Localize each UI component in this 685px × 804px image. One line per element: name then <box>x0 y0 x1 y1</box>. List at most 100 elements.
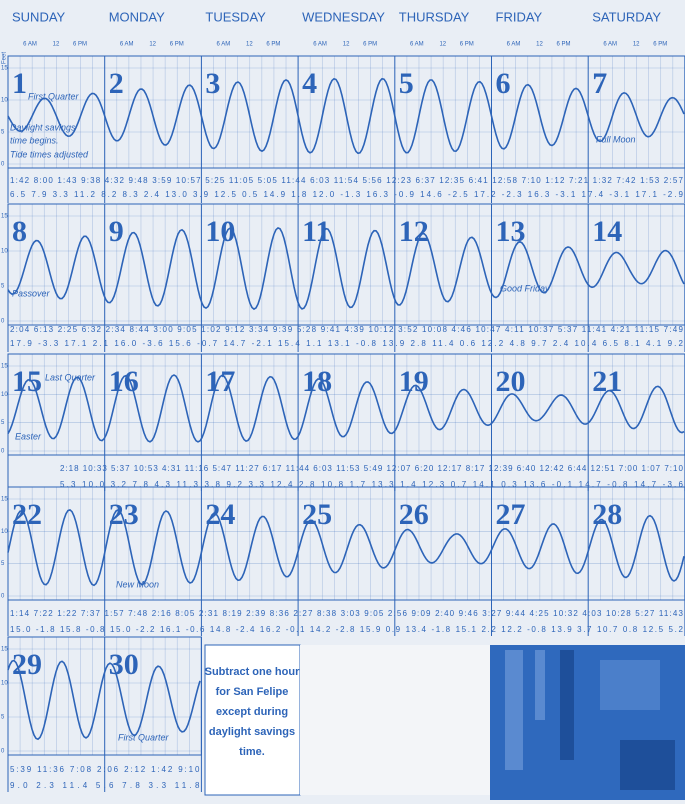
day-number: 6 <box>496 67 511 100</box>
day-number: 26 <box>399 498 429 531</box>
scale-label: 15 <box>1 214 8 220</box>
scale-label: 5 <box>1 130 5 136</box>
annotation: Last Quarter <box>45 372 96 382</box>
photo <box>490 645 685 800</box>
hour-label: 6 PM <box>653 42 667 48</box>
day-number: 20 <box>496 365 526 398</box>
tide-heights: 5.3 10.0 3.2 7.8 4.3 11.3 3.8 9.2 3.3 12… <box>60 480 683 489</box>
scale-label: 5 <box>1 420 5 426</box>
day-number: 2 <box>109 67 124 100</box>
day-number: 1 <box>12 67 27 100</box>
weekday-header: FRIDAY <box>496 9 543 24</box>
feet-label: Feet <box>2 52 8 64</box>
scale-label: 0 <box>1 449 5 455</box>
day-number: 14 <box>592 215 622 248</box>
day-number: 27 <box>496 498 526 531</box>
hour-label: 6 PM <box>556 42 570 48</box>
annotation: New Moon <box>116 579 159 589</box>
hour-label: 12 <box>246 42 253 48</box>
day-number: 21 <box>592 365 622 398</box>
weekday-header: SUNDAY <box>12 9 66 24</box>
scale-label: 10 <box>1 681 8 687</box>
note-text: daylight savings <box>209 726 295 738</box>
annotation: First Quarter <box>28 91 80 101</box>
day-number: 28 <box>592 498 622 531</box>
scale-label: 10 <box>1 529 8 535</box>
weekday-header: SATURDAY <box>592 9 661 24</box>
day-number: 15 <box>12 365 42 398</box>
day-number: 12 <box>399 215 429 248</box>
note-text: for San Felipe <box>216 686 289 698</box>
day-number: 13 <box>496 215 526 248</box>
day-number: 10 <box>205 215 235 248</box>
annotation: Easter <box>15 431 42 441</box>
annotation: time begins. <box>10 135 59 145</box>
hour-label: 6 AM <box>23 42 37 48</box>
annotation: First Quarter <box>118 732 170 742</box>
day-number: 25 <box>302 498 332 531</box>
tide-heights: 17.9 -3.3 17.1 2.1 16.0 -3.6 15.6 -0.7 1… <box>10 339 683 348</box>
hour-label: 12 <box>536 42 543 48</box>
hour-label: 6 AM <box>217 42 231 48</box>
scale-label: 5 <box>1 284 5 290</box>
tide-times: 1:14 7:22 1:22 7:37 1:57 7:48 2:16 8:05 … <box>10 609 683 618</box>
day-number: 7 <box>592 67 607 100</box>
tide-curve <box>7 659 201 741</box>
day-number: 24 <box>205 498 235 531</box>
scale-label: 10 <box>1 392 8 398</box>
hour-label: 12 <box>633 42 640 48</box>
day-number: 16 <box>109 365 139 398</box>
scale-label: 10 <box>1 98 8 104</box>
weekday-header: THURSDAY <box>399 9 470 24</box>
hour-label: 6 AM <box>603 42 617 48</box>
day-number: 5 <box>399 67 414 100</box>
scale-label: 5 <box>1 715 5 721</box>
day-number: 22 <box>12 498 42 531</box>
day-number: 18 <box>302 365 332 398</box>
day-number: 29 <box>12 648 42 681</box>
hour-label: 6 PM <box>266 42 280 48</box>
day-number: 11 <box>302 215 330 248</box>
annotation: Passover <box>12 288 51 298</box>
day-number: 4 <box>302 67 317 100</box>
tide-heights: 15.0 -1.8 15.8 -0.8 15.0 -2.2 16.1 -0.6 … <box>10 625 683 634</box>
hour-label: 6 AM <box>410 42 424 48</box>
note-text: Subtract one hour <box>205 666 300 678</box>
tide-times: 2:18 10:33 5:37 10:53 4:31 11:16 5:47 11… <box>60 464 683 473</box>
hour-label: 6 AM <box>507 42 521 48</box>
tide-heights: 9.0 2.3 11.4 5.6 7.8 3.3 11.8 <box>10 781 200 790</box>
annotation: Daylight savings <box>10 122 76 132</box>
scale-label: 15 <box>1 647 8 653</box>
hour-label: 6 PM <box>170 42 184 48</box>
tide-times: 5:39 11:36 7:08 2:06 2:12 1:42 9:10 <box>10 765 200 774</box>
day-number: 30 <box>109 648 139 681</box>
hour-label: 6 AM <box>120 42 134 48</box>
note-text: except during <box>216 706 288 718</box>
hour-label: 6 PM <box>363 42 377 48</box>
scale-label: 10 <box>1 249 8 255</box>
hour-label: 12 <box>439 42 446 48</box>
hour-label: 6 AM <box>313 42 327 48</box>
blank-area <box>300 645 490 795</box>
annotation: Good Friday <box>500 283 550 293</box>
tide-heights: 6.5 7.9 3.3 11.2 8.2 8.3 2.4 13.0 3.9 12… <box>10 190 683 199</box>
tide-curve <box>7 508 685 587</box>
hour-label: 12 <box>149 42 156 48</box>
day-number: 3 <box>205 67 220 100</box>
scale-label: 5 <box>1 561 5 567</box>
note-text: time. <box>239 746 265 758</box>
day-number: 9 <box>109 215 124 248</box>
scale-label: 0 <box>1 594 5 600</box>
weekday-header: WEDNESDAY <box>302 9 385 24</box>
day-number: 19 <box>399 365 429 398</box>
hour-label: 6 PM <box>73 42 87 48</box>
scale-label: 0 <box>1 319 5 325</box>
scale-label: 0 <box>1 162 5 168</box>
scale-label: 15 <box>1 66 8 72</box>
annotation: Full Moon <box>596 134 636 144</box>
day-number: 8 <box>12 215 27 248</box>
hour-label: 12 <box>343 42 350 48</box>
day-number: 23 <box>109 498 139 531</box>
scale-label: 0 <box>1 749 5 755</box>
